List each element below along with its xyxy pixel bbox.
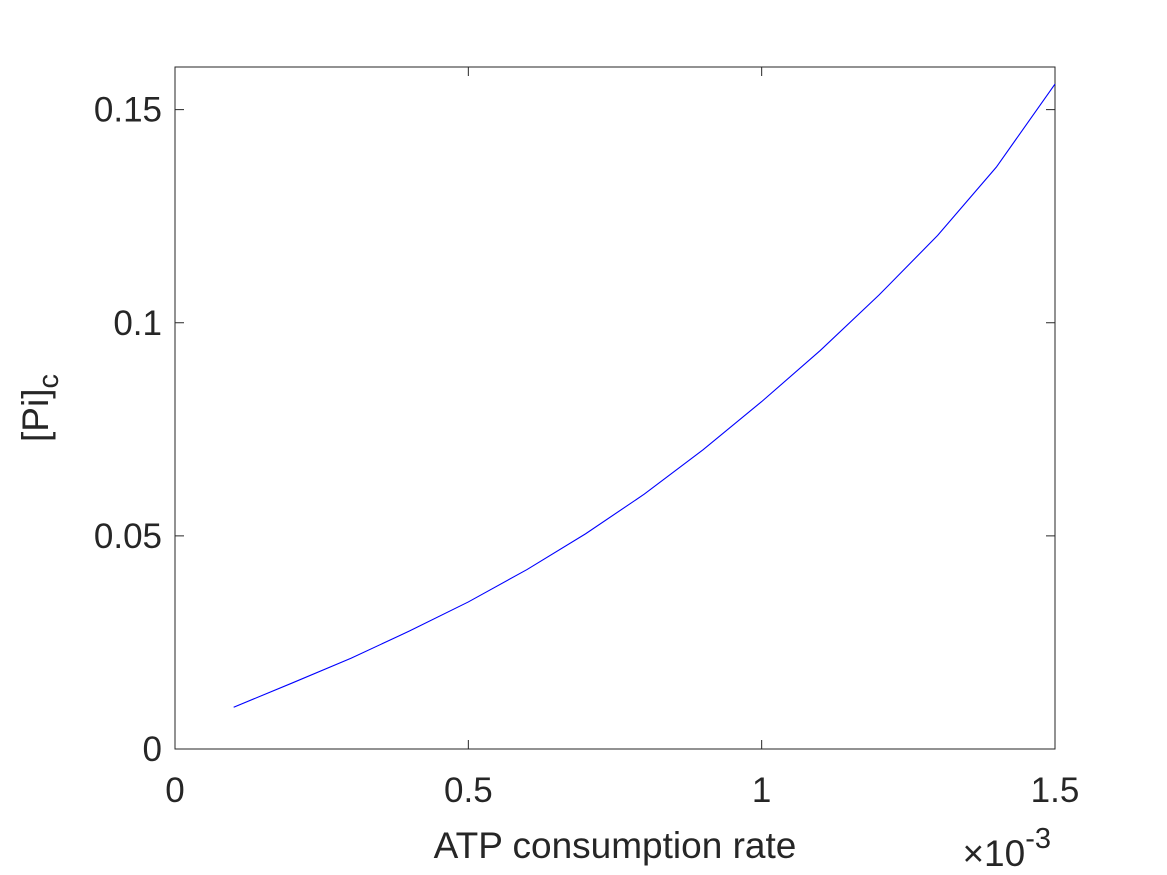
series-line-pi-c (233, 83, 1056, 708)
axis-ticks (174, 67, 1056, 750)
y-tick-label: 0 (143, 730, 162, 769)
axis-tick-labels: 0 0.5 1 1.5 0 0.05 0.1 0.15 (94, 91, 1079, 810)
x-tick-label: 1 (752, 771, 771, 810)
y-tick-label: 0.05 (94, 517, 162, 556)
x-tick-label: 1.5 (1031, 771, 1080, 810)
y-axis-label-subscript: c (33, 374, 65, 389)
x-axis-exponent: ×10-3 (962, 823, 1051, 874)
y-tick-label: 0.1 (113, 304, 162, 343)
y-axis-label-main: [Pi] (15, 389, 56, 442)
x-axis-exponent-power: -3 (1025, 823, 1051, 855)
x-tick-label: 0.5 (444, 771, 493, 810)
y-axis-label: [Pi]c (15, 374, 65, 442)
plot-area-box (174, 66, 1056, 750)
x-axis-exponent-prefix: ×10 (962, 833, 1025, 874)
y-tick-label: 0.15 (94, 91, 162, 130)
x-axis-label: ATP consumption rate (434, 825, 797, 866)
x-tick-label: 0 (165, 771, 184, 810)
